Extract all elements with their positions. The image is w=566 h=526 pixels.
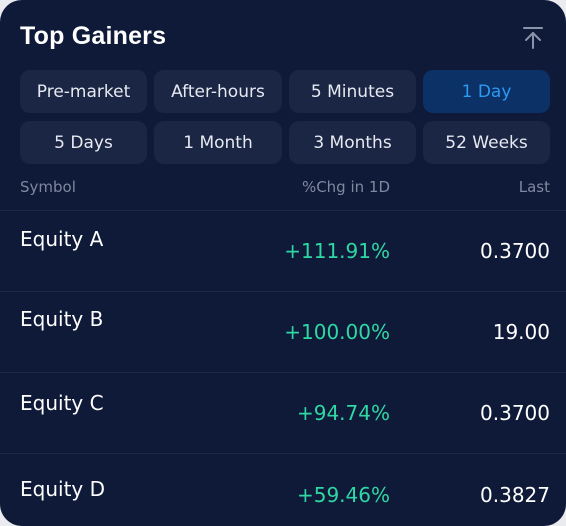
column-header-change[interactable]: %Chg in 1D	[301, 178, 390, 196]
row-symbol: Equity D	[20, 477, 105, 501]
row-change: +100.00%	[284, 320, 390, 344]
column-header-last[interactable]: Last	[518, 178, 550, 196]
row-divider	[0, 372, 566, 373]
row-last-price: 0.3827	[480, 483, 550, 507]
column-header-symbol[interactable]: Symbol	[20, 178, 76, 196]
row-change: +59.46%	[296, 483, 390, 507]
panel-title: Top Gainers	[20, 22, 167, 50]
row-change: +111.91%	[284, 239, 390, 263]
row-symbol: Equity B	[20, 307, 104, 331]
row-last-price: 0.3700	[480, 401, 550, 425]
filter-1-day[interactable]: 1 Day	[423, 70, 550, 113]
row-symbol: Equity A	[20, 227, 104, 251]
row-change: +94.74%	[296, 401, 390, 425]
row-symbol: Equity C	[20, 391, 104, 415]
row-last-price: 0.3700	[480, 239, 550, 263]
row-divider	[0, 210, 566, 211]
filter-1-month[interactable]: 1 Month	[154, 121, 282, 164]
arrow-up-to-top-icon	[523, 27, 543, 49]
collapse-button[interactable]	[519, 24, 547, 52]
filter-52-weeks[interactable]: 52 Weeks	[423, 121, 550, 164]
row-divider	[0, 453, 566, 454]
filter-5-minutes[interactable]: 5 Minutes	[289, 70, 416, 113]
filter-pre-market[interactable]: Pre-market	[20, 70, 147, 113]
filter-5-days[interactable]: 5 Days	[20, 121, 147, 164]
filter-3-months[interactable]: 3 Months	[289, 121, 416, 164]
row-divider	[0, 291, 566, 292]
filter-after-hours[interactable]: After-hours	[154, 70, 282, 113]
row-last-price: 19.00	[492, 320, 550, 344]
